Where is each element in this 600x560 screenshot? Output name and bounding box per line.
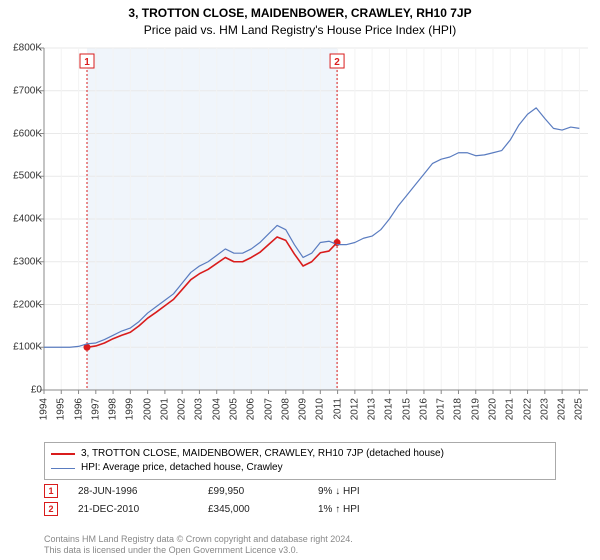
sale-marker-date: 28-JUN-1996 (78, 486, 188, 497)
x-tick-label: 2013 (367, 398, 378, 420)
sale-marker-number: 2 (44, 502, 58, 516)
x-tick-label: 2021 (505, 398, 516, 420)
y-tick-label: £800K (2, 43, 42, 54)
x-tick-label: 2006 (246, 398, 257, 420)
license-line-1: Contains HM Land Registry data © Crown c… (44, 534, 353, 545)
legend-item: 3, TROTTON CLOSE, MAIDENBOWER, CRAWLEY, … (51, 447, 549, 461)
y-tick-label: £700K (2, 85, 42, 96)
x-tick-label: 2019 (470, 398, 481, 420)
x-tick-label: 1996 (73, 398, 84, 420)
x-tick-label: 2001 (159, 398, 170, 420)
y-tick-label: £0 (2, 385, 42, 396)
x-tick-label: 2003 (194, 398, 205, 420)
sale-marker-row: 2 21-DEC-2010 £345,000 1% ↑ HPI (44, 500, 556, 518)
legend-swatch (51, 453, 75, 455)
x-tick-label: 2009 (298, 398, 309, 420)
x-tick-label: 1999 (125, 398, 136, 420)
y-tick-label: £300K (2, 256, 42, 267)
y-tick-label: £200K (2, 299, 42, 310)
svg-text:2: 2 (334, 57, 340, 68)
legend-item: HPI: Average price, detached house, Craw… (51, 461, 549, 475)
x-tick-label: 2018 (453, 398, 464, 420)
x-tick-label: 1998 (108, 398, 119, 420)
sale-marker-price: £99,950 (208, 486, 298, 497)
x-tick-label: 1994 (39, 398, 50, 420)
x-tick-label: 2025 (574, 398, 585, 420)
line-chart-svg: 12 (0, 40, 600, 440)
sale-marker-price: £345,000 (208, 504, 298, 515)
chart-subtitle: Price paid vs. HM Land Registry's House … (0, 20, 600, 37)
chart-title: 3, TROTTON CLOSE, MAIDENBOWER, CRAWLEY, … (0, 0, 600, 20)
x-tick-label: 2007 (263, 398, 274, 420)
x-tick-label: 1997 (90, 398, 101, 420)
x-tick-label: 1995 (56, 398, 67, 420)
x-tick-label: 2002 (177, 398, 188, 420)
x-tick-label: 2015 (401, 398, 412, 420)
legend-label: 3, TROTTON CLOSE, MAIDENBOWER, CRAWLEY, … (81, 447, 444, 461)
x-tick-label: 2004 (211, 398, 222, 420)
x-tick-label: 2016 (418, 398, 429, 420)
license-line-2: This data is licensed under the Open Gov… (44, 545, 353, 556)
x-tick-label: 2010 (315, 398, 326, 420)
sale-marker-diff: 1% ↑ HPI (318, 504, 408, 515)
legend-swatch (51, 468, 75, 469)
sale-marker-row: 1 28-JUN-1996 £99,950 9% ↓ HPI (44, 482, 556, 500)
x-tick-label: 2020 (488, 398, 499, 420)
legend-label: HPI: Average price, detached house, Craw… (81, 461, 283, 475)
x-tick-label: 2005 (228, 398, 239, 420)
x-tick-label: 2000 (142, 398, 153, 420)
x-tick-label: 2011 (332, 398, 343, 420)
y-tick-label: £600K (2, 128, 42, 139)
sale-markers: 1 28-JUN-1996 £99,950 9% ↓ HPI 2 21-DEC-2010 £… (44, 482, 556, 518)
x-tick-label: 2012 (349, 398, 360, 420)
x-tick-label: 2022 (522, 398, 533, 420)
y-tick-label: £400K (2, 214, 42, 225)
sale-marker-number: 1 (44, 484, 58, 498)
x-tick-label: 2014 (384, 398, 395, 420)
license-text: Contains HM Land Registry data © Crown c… (44, 534, 353, 556)
chart-area: 12 £0£100K£200K£300K£400K£500K£600K£700K… (0, 40, 600, 440)
x-tick-label: 2023 (539, 398, 550, 420)
legend: 3, TROTTON CLOSE, MAIDENBOWER, CRAWLEY, … (44, 442, 556, 480)
sale-marker-date: 21-DEC-2010 (78, 504, 188, 515)
x-tick-label: 2017 (436, 398, 447, 420)
y-tick-label: £500K (2, 171, 42, 182)
x-tick-label: 2008 (280, 398, 291, 420)
svg-text:1: 1 (84, 57, 90, 68)
y-tick-label: £100K (2, 342, 42, 353)
sale-marker-diff: 9% ↓ HPI (318, 486, 408, 497)
x-tick-label: 2024 (557, 398, 568, 420)
